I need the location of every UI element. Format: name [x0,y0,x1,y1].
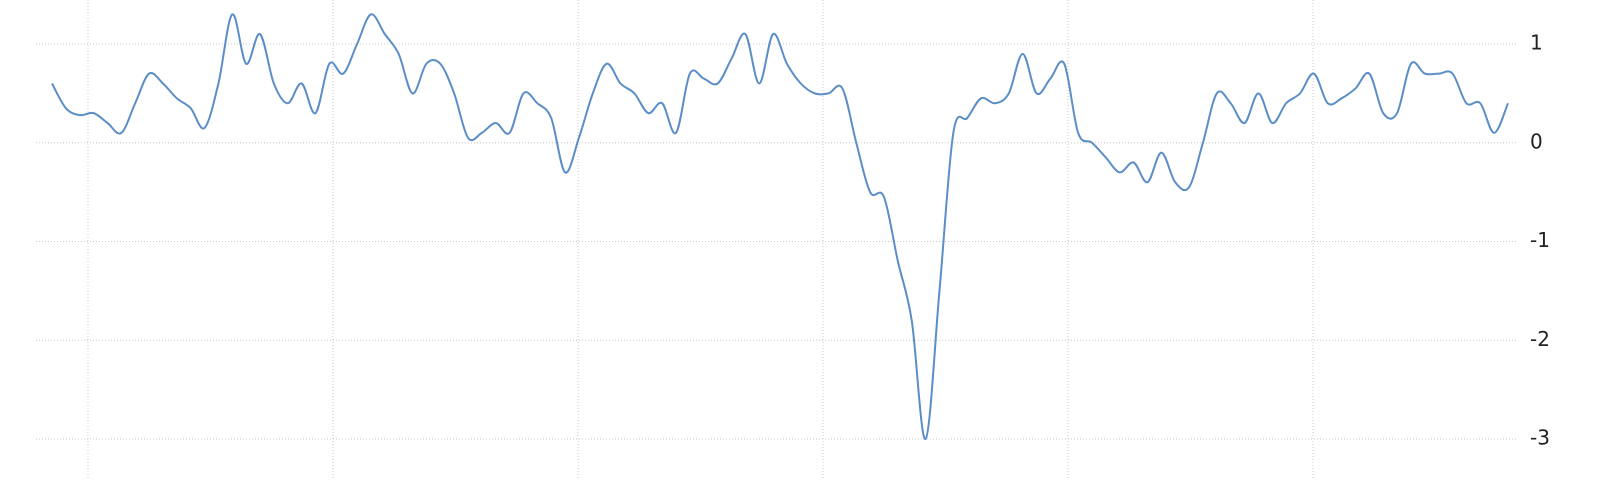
y-tick-label: -1 [1530,228,1550,252]
data-line [51,13,1509,441]
y-tick-label: -2 [1530,327,1550,351]
y-tick-label: 0 [1530,129,1543,153]
vertical-grid [87,0,1314,480]
y-tick-label: 1 [1530,31,1543,55]
y-tick-label: -3 [1530,426,1550,450]
